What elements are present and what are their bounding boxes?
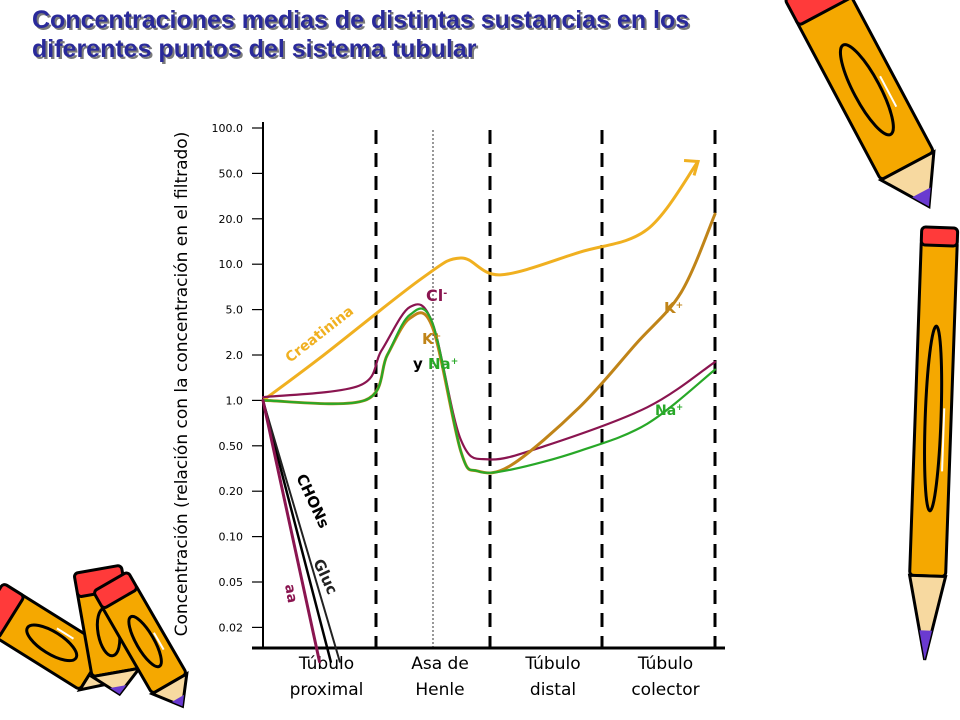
annotation-text: y <box>413 355 423 373</box>
y-tick-label: 2.0 <box>226 349 244 362</box>
region-label: Túbulo <box>524 654 580 674</box>
page-title: Concentraciones medias de distintas sust… <box>32 6 872 64</box>
region-labels: Túbulo proximal Asa de Henle Túbulo distal Túb… <box>290 654 700 700</box>
series-line-creatinina <box>261 159 700 402</box>
region-label: colector <box>631 680 699 700</box>
pencil-icon <box>784 0 936 209</box>
pencil-icon <box>907 225 960 661</box>
region-label: Henle <box>415 680 464 700</box>
y-tick-label: 50.0 <box>219 167 244 180</box>
title-line-1: Concentraciones medias de distintas sust… <box>32 6 690 34</box>
title-line-2: diferentes puntos del sistema tubular <box>32 35 477 63</box>
series-annotation: Cl- <box>426 286 447 305</box>
series-line-aa <box>261 398 321 664</box>
annotation-superscript: + <box>676 402 683 412</box>
y-tick-label: 0.20 <box>219 485 244 498</box>
y-tick-label: 0.02 <box>219 621 244 634</box>
y-axis-label-group: Concentración (relación con la concentra… <box>172 132 192 637</box>
annotation-superscript: - <box>443 288 447 299</box>
series-arrowhead <box>683 158 700 176</box>
series-line-gluc <box>262 399 341 663</box>
y-tick-label: 0.05 <box>219 576 244 589</box>
y-tick-label: 1.0 <box>226 394 244 407</box>
series-annotation: K+ <box>664 299 683 317</box>
annotation-superscript: + <box>434 332 442 342</box>
region-label: Túbulo <box>637 654 693 674</box>
y-tick-label: 0.50 <box>219 440 244 453</box>
series-annotation: aa <box>281 583 300 604</box>
y-tick-label: 5.0 <box>226 304 244 317</box>
annotation-text: Na <box>655 403 676 419</box>
pencil-icon <box>93 571 189 709</box>
series-annotation: K+ <box>422 330 441 348</box>
series-annotation: Na+ <box>428 355 458 373</box>
series-annotation: Na+ <box>655 402 683 419</box>
y-tick-label: 20.0 <box>219 213 244 226</box>
y-tick-label: 100.0 <box>212 122 244 135</box>
annotation-text: K <box>422 330 435 348</box>
axes: 100.0 50.0 20.0 10.0 5.0 2.0 1.0 0.50 0.20 0.10 0.… <box>212 122 725 650</box>
annotation-text: Cl <box>426 286 443 305</box>
y-axis-label: Concentración (relación con la concentra… <box>172 132 192 637</box>
annotation-superscript: + <box>676 301 684 311</box>
y-tick-label: 10.0 <box>219 258 244 271</box>
series-line-na <box>261 307 717 474</box>
region-label: distal <box>530 680 576 700</box>
annotation-superscript: + <box>451 357 459 367</box>
region-label: proximal <box>290 680 364 700</box>
annotation-text: Na <box>428 355 451 373</box>
series-lines <box>261 158 717 664</box>
region-label: Túbulo <box>298 654 354 674</box>
series-annotation: y <box>413 355 423 373</box>
annotation-text: K <box>664 299 677 317</box>
series-line-chons <box>261 399 333 663</box>
y-tick-label: 0.10 <box>219 531 244 544</box>
region-label: Asa de <box>411 654 469 674</box>
annotation-text: aa <box>281 583 300 604</box>
